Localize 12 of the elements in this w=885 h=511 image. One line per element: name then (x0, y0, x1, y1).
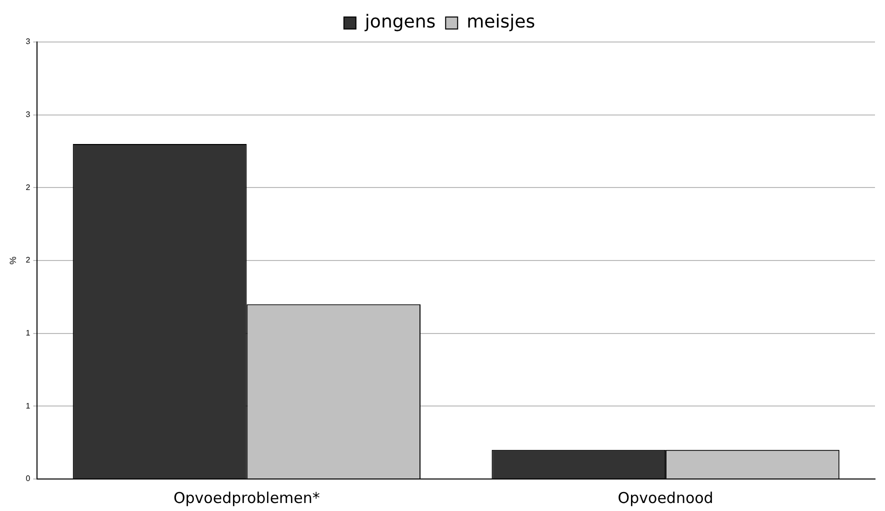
legend-label: meisjes (466, 12, 536, 33)
x-tick-label: Opvoedproblemen* (173, 488, 320, 507)
y-tick-label: 3 (26, 37, 31, 46)
x-tick-label: Opvoednood (618, 488, 714, 507)
legend-label: jongens (364, 12, 436, 33)
y-tick-label: 2 (26, 256, 31, 265)
y-tick-label: 2 (26, 182, 31, 192)
y-axis-title: % (8, 256, 18, 265)
y-tick-label: 0 (26, 474, 31, 484)
y-tick-label: 1 (26, 328, 31, 338)
y-tick-label: 3 (26, 110, 31, 120)
y-tick-label: 1 (26, 401, 31, 410)
